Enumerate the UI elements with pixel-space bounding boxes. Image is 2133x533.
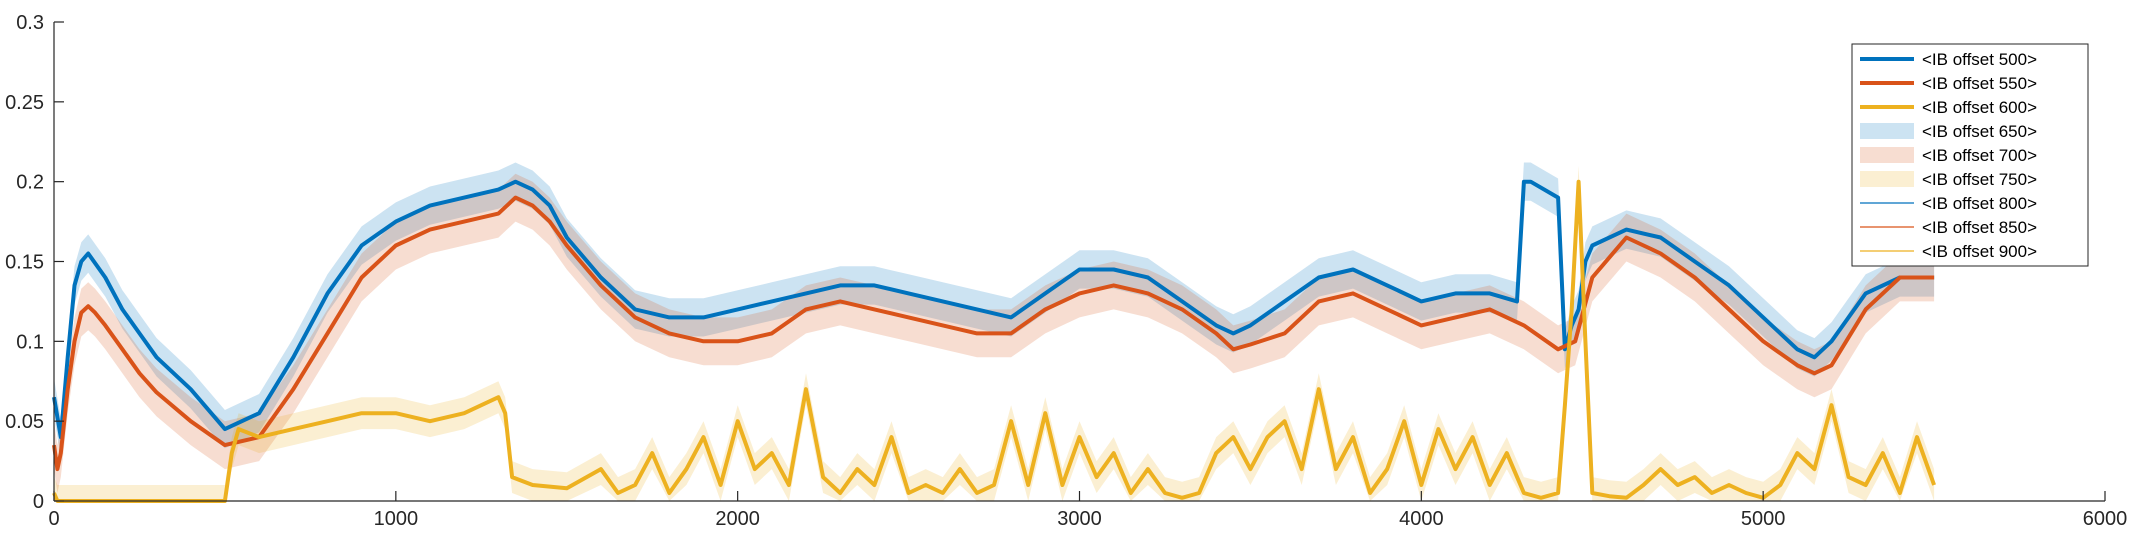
series-3-line <box>52 179 1936 503</box>
legend-label: <IB offset 700> <box>1922 146 2037 165</box>
legend-label: <IB offset 750> <box>1922 170 2037 189</box>
y-tick-label: 0.1 <box>16 331 44 353</box>
legend-entry: <IB offset 800> <box>1860 194 2037 213</box>
axes: 0 1000 2000 3000 4000 5000 6000 0 0.05 0.1 0.15 0.2… <box>5 12 2127 530</box>
legend-label: <IB offset 900> <box>1922 242 2037 261</box>
legend-entry: <IB offset 550> <box>1860 74 2037 93</box>
plot-background <box>54 22 2105 501</box>
y-tick-label: 0.05 <box>5 411 44 433</box>
y-tick-label: 0.15 <box>5 252 44 274</box>
legend-label: <IB offset 850> <box>1922 218 2037 237</box>
x-tick-label: 1000 <box>374 508 419 530</box>
legend-swatch <box>1860 171 1914 187</box>
legend-label: <IB offset 500> <box>1922 50 2037 69</box>
series-1-band <box>54 162 1935 457</box>
legend-label: <IB offset 600> <box>1922 98 2037 117</box>
legend-entry: <IB offset 850> <box>1860 218 2037 237</box>
series-lines <box>52 179 1936 503</box>
x-tick-label: 5000 <box>1741 508 1786 530</box>
x-tick-label: 4000 <box>1399 508 1444 530</box>
legend-label: <IB offset 800> <box>1922 194 2037 213</box>
legend-entry: <IB offset 700> <box>1860 146 2037 165</box>
legend-swatch <box>1860 147 1914 163</box>
series-1-line <box>52 179 1935 440</box>
x-tick-label: 2000 <box>715 508 760 530</box>
y-tick-label: 0 <box>33 491 44 513</box>
y-tick-label: 0.2 <box>16 172 44 194</box>
x-tick-label: 3000 <box>1057 508 1102 530</box>
legend-label: <IB offset 550> <box>1922 74 2037 93</box>
legend-entry: <IB offset 650> <box>1860 122 2037 141</box>
legend-entry: <IB offset 600> <box>1860 98 2037 117</box>
series-2-line <box>52 195 1935 472</box>
y-tick-label: 0.25 <box>5 92 44 114</box>
legend-entry: <IB offset 500> <box>1860 50 2037 69</box>
x-tick-label: 0 <box>48 508 59 530</box>
y-tick-label: 0.3 <box>16 12 44 34</box>
legend-entry: <IB offset 750> <box>1860 170 2037 189</box>
legend-entry: <IB offset 900> <box>1860 242 2037 261</box>
legend: <IB offset 500> <IB offset 550> <IB offset… <box>1851 43 2089 267</box>
legend-swatch <box>1860 123 1914 139</box>
x-tick-label: 6000 <box>2083 508 2128 530</box>
legend-label: <IB offset 650> <box>1922 122 2037 141</box>
